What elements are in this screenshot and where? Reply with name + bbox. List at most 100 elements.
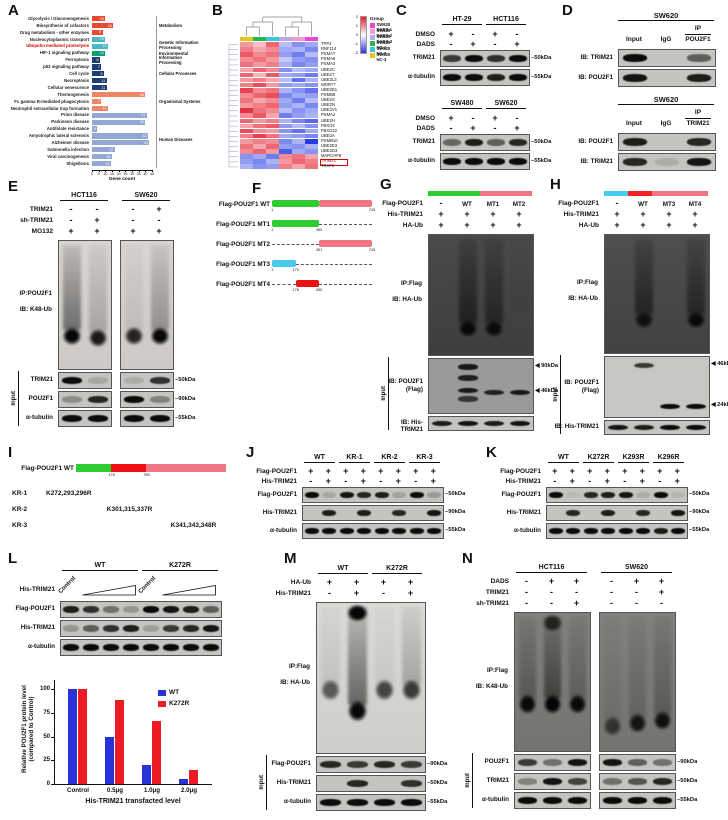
y-axis-line: [54, 680, 55, 784]
panel-d-top-blots: SW620 Input IgG IP POU2F1 IB: TRIM21 IB: POU2F…: [568, 12, 726, 92]
wb-blot: [618, 133, 716, 151]
wb-blot: [302, 487, 444, 503]
panel-d-bottom-blots: SW620 Input IgG IP TRIM21 IB: POU2F1 IB: TRIM2…: [568, 96, 726, 176]
heatmap-cell: [292, 138, 305, 144]
ip-label: IP:Flag: [289, 663, 310, 670]
gene-label: UBE2T: [321, 71, 335, 77]
bar: [92, 22, 114, 29]
x-tick: [112, 169, 113, 172]
bar-value: 15: [106, 154, 111, 159]
heatmap-cell: [253, 42, 266, 47]
heatmap-cell: [240, 133, 253, 139]
domain-strip-segment: [428, 191, 480, 196]
y-tick-label: 50: [43, 733, 50, 740]
condition-symbol: WT: [462, 201, 472, 208]
panel-a-barchart: Glycolysis / Gluconeogenesis 10 Biosynthes…: [8, 10, 204, 182]
colorbar-tick: 0: [355, 31, 358, 37]
heatmap-cell: [253, 149, 266, 154]
input-label: Input: [258, 775, 265, 790]
wb-blot: [60, 601, 222, 618]
construct-segment: [295, 280, 320, 287]
panel-n: N HCT116 SW620 DADS - + + - + + TRIM21- - - - - + sh-TR…: [462, 551, 728, 820]
protein-band: [83, 606, 99, 613]
wb-blot: [599, 773, 676, 790]
condition-symbol: -: [515, 113, 519, 123]
heatmap-cell: [292, 108, 305, 113]
protein-band: [61, 415, 83, 422]
condition-symbol: -: [553, 476, 557, 486]
condition-symbol: +: [430, 466, 436, 476]
condition-label: HA-Ub: [578, 222, 599, 229]
construct-name: Flag-POU2F1 MT4: [216, 281, 270, 288]
heatmap-cell: [279, 113, 292, 119]
category-label: Cellular Processes: [159, 71, 197, 77]
blot-label: Flag-POU2F1: [271, 760, 311, 767]
protein-band: [163, 625, 179, 632]
condition-symbol: +: [658, 576, 665, 586]
blot-sublabel: (Flag): [405, 386, 423, 393]
heatmap-cell: [240, 52, 253, 57]
domain-strip-segment: [604, 191, 628, 196]
condition-symbol: +: [407, 577, 414, 587]
kda-marker: ◀ 46kDa: [535, 388, 559, 395]
condition-label: TRIM21: [29, 206, 53, 213]
heatmap-cell: [279, 47, 292, 52]
protein-band: [618, 527, 633, 535]
panel-e-label: E: [8, 178, 19, 195]
protein-band: [374, 491, 389, 499]
condition-symbol: +: [492, 113, 498, 123]
kda-marker: –50kDa: [531, 138, 552, 145]
x-tick-label: 20: [116, 172, 121, 177]
y-axis-title-line2: (compared to Control): [28, 696, 35, 762]
ubiquitin-smear: [89, 245, 107, 333]
protein-band: [654, 158, 680, 166]
wb-blot: [58, 391, 112, 408]
col-header-underline: [685, 34, 711, 35]
protein-band: [83, 625, 99, 632]
blot-label: α-tubulin: [28, 643, 55, 650]
kda-marker: –50kDa: [427, 779, 448, 786]
condition-label: sh-TRIM21: [20, 217, 53, 224]
mutant-name: KR-3: [12, 522, 28, 529]
heatmap-cell: [292, 113, 305, 119]
bar-label: Neutrophil extracellular trap formation: [10, 105, 89, 111]
heatmap-cell: [292, 87, 305, 93]
bar: [92, 91, 146, 98]
protein-band: [149, 377, 171, 384]
chart-bar: [142, 765, 151, 784]
blot-label: IB: His-TRIM21: [554, 423, 599, 430]
condition-label: His-TRIM21: [19, 586, 55, 593]
condition-label: sh-TRIM21: [476, 600, 509, 607]
condition-symbol: WT: [638, 201, 648, 208]
wb-blot: [546, 487, 688, 503]
condition-symbol: -: [344, 476, 348, 486]
heatmap-cell: [305, 62, 318, 68]
condition-symbol: +: [514, 123, 520, 133]
heatmap-cell: [279, 108, 292, 113]
panel-e-blots: HCT116 SW620 TRIM21- - - + sh-TRIM21- + - - MG132 +…: [10, 192, 200, 442]
protein-band: [443, 55, 461, 62]
wb-blot: [440, 134, 530, 151]
heatmap-cell: [279, 164, 292, 170]
x-tick-label: 30: [130, 172, 134, 177]
mutation-text: K272,293,296R: [46, 490, 92, 497]
panel-m-label: M: [284, 550, 297, 567]
colorbar-tick: 1: [355, 22, 358, 28]
blot-label: Flag-POU2F1: [15, 605, 55, 612]
condition-symbol: +: [569, 476, 575, 486]
protein-band: [346, 780, 369, 787]
panel-f-label: F: [252, 180, 262, 197]
protein-band: [143, 625, 159, 632]
protein-band: [607, 424, 629, 431]
ip-band-blob: [482, 317, 506, 340]
protein-band: [509, 139, 527, 146]
condition-symbol: +: [430, 476, 436, 486]
bar-label: Ubiquitin mediated proteolysis: [26, 43, 89, 49]
kda-marker: ◀ 90kDa: [535, 363, 559, 370]
x-tick-label: 0.5μg: [106, 787, 124, 794]
protein-band: [322, 527, 337, 535]
condition-symbol: -: [379, 476, 383, 486]
bar-label: p53 signaling pathway: [43, 64, 89, 70]
heatmap-cell: [240, 72, 253, 78]
blot-label: IB: TRIM21: [580, 53, 613, 61]
